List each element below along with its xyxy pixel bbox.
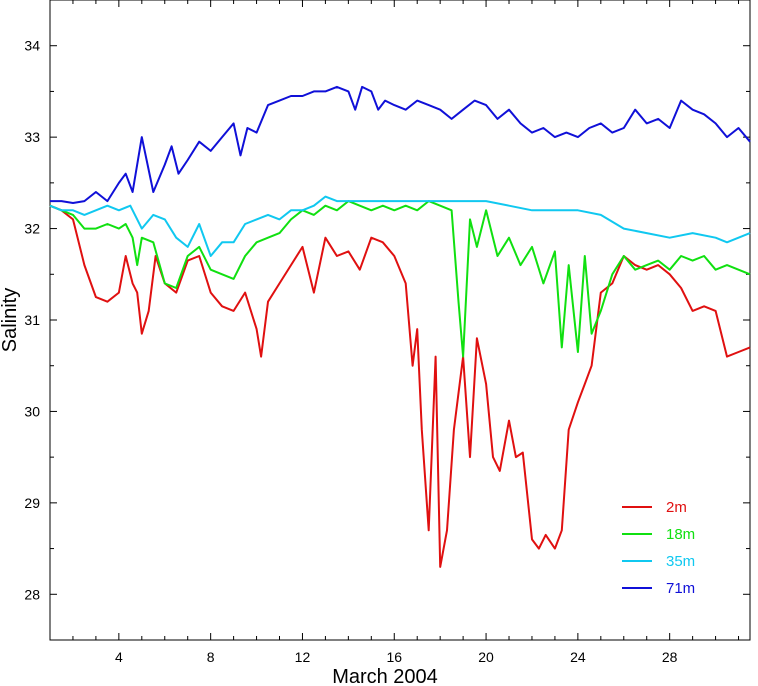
- series-line-18m: [49, 200, 751, 358]
- y-tick-label: 28: [24, 586, 40, 602]
- x-tick-label: 24: [570, 649, 586, 665]
- y-axis-title: Salinity: [0, 288, 21, 352]
- y-tick-label: 34: [24, 38, 40, 54]
- y-tick-label: 33: [24, 129, 40, 145]
- y-tick-label: 31: [24, 312, 40, 328]
- plot-frame: [49, 0, 751, 641]
- legend-label-71m: 71m: [666, 580, 695, 597]
- x-axis-ticks: 4 8 12 16 20 24 28: [72, 0, 740, 665]
- x-tick-label: 16: [386, 649, 402, 665]
- series-line-2m: [49, 204, 751, 568]
- x-tick-label: 4: [115, 649, 123, 665]
- series-line-71m: [50, 85, 751, 204]
- y-tick-label: 29: [24, 495, 40, 511]
- x-tick-label: 28: [662, 649, 678, 665]
- legend-label-35m: 35m: [666, 553, 695, 570]
- series-line-35m: [49, 195, 751, 257]
- x-tick-label: 20: [478, 649, 494, 665]
- series-lines: [49, 85, 751, 568]
- x-tick-label: 8: [207, 649, 215, 665]
- legend-label-2m: 2m: [666, 499, 687, 516]
- x-axis-title: March 2004: [332, 666, 438, 686]
- legend-label-18m: 18m: [666, 526, 695, 543]
- y-tick-label: 32: [24, 221, 40, 237]
- y-tick-label: 30: [24, 403, 40, 419]
- y-axis-ticks: 28 29 30 31 32 33 34: [24, 0, 750, 641]
- legend: 2m 18m 35m 71m: [622, 499, 695, 597]
- x-tick-label: 12: [295, 649, 311, 665]
